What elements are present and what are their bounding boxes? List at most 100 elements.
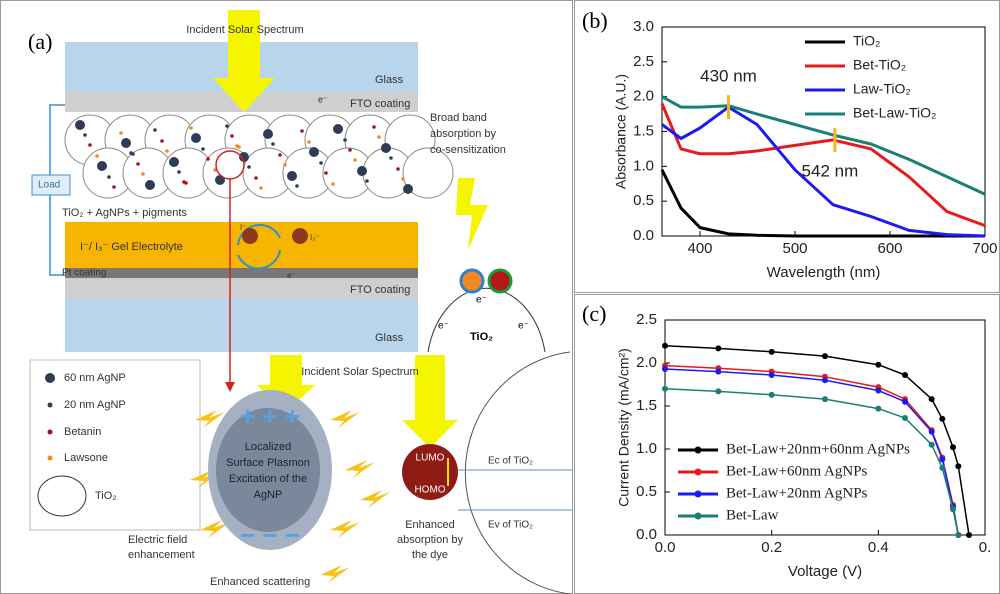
legend-label: Bet-Law — [726, 507, 779, 523]
point — [950, 444, 956, 451]
chart: (c) 0.0 0.5 1.0 1.5 2.0 2.5 0.0 0.2 0.4 0. Voltage … — [582, 301, 991, 580]
x-tick-label: 600 — [877, 240, 902, 257]
lightning-group — [190, 410, 390, 583]
charge: + + + — [240, 401, 300, 431]
legend-marker — [47, 429, 53, 435]
point — [822, 377, 828, 384]
label: Glass — [375, 332, 404, 344]
label: enhancement — [128, 549, 195, 561]
label: e⁻ — [287, 271, 296, 280]
nanoparticle — [283, 163, 287, 167]
point — [939, 464, 946, 471]
y-tick-label: 2.0 — [636, 354, 657, 371]
y-axis-label: Current Density (mA/cm²) — [616, 348, 632, 507]
load-box — [31, 174, 71, 196]
nanoparticle — [225, 124, 229, 128]
nanoparticle — [165, 149, 169, 153]
point — [768, 372, 775, 379]
nanoparticle — [307, 140, 311, 144]
nanoparticle — [396, 167, 400, 171]
nanoparticle — [247, 165, 251, 169]
label: LUMO — [416, 453, 445, 464]
nanoparticle — [403, 184, 413, 194]
nanoparticle — [324, 171, 328, 175]
nanoparticle — [254, 176, 258, 180]
x-axis-label: Wavelength (nm) — [767, 264, 881, 281]
nanoparticle — [353, 158, 357, 162]
label: FTO coating — [350, 98, 410, 110]
label: Excitation of the — [229, 473, 307, 485]
legend-marker — [47, 455, 53, 461]
point — [955, 463, 962, 470]
label: I⁻/ I₃⁻ Gel Electrolyte — [80, 241, 183, 253]
point — [928, 396, 935, 403]
lightning — [195, 410, 225, 428]
label: TiO₂ — [470, 331, 493, 343]
label: the dye — [412, 549, 448, 561]
label: co-sensitization — [430, 144, 506, 156]
nanoparticle — [141, 172, 145, 176]
legend-swatch — [694, 490, 702, 498]
panel-label: (b) — [582, 8, 608, 33]
nanoparticle — [300, 129, 304, 133]
legend-label: TiO₂ — [853, 33, 880, 49]
ion — [242, 228, 258, 244]
legend-label: Law-TiO₂ — [853, 81, 911, 97]
label: I₃⁻ — [310, 233, 320, 242]
nanoparticle — [372, 125, 376, 129]
dye-molecule — [402, 444, 458, 500]
label: Electric field — [128, 534, 187, 546]
panel-label: (c) — [582, 301, 606, 326]
series-line — [660, 103, 986, 228]
nanoparticle — [95, 154, 99, 158]
agnp-core — [216, 408, 320, 532]
nanoparticle — [377, 135, 381, 139]
pt — [65, 268, 418, 278]
legend-label: Bet-Law+60nm AgNPs — [726, 463, 868, 479]
y-tick-label: 1.0 — [633, 157, 654, 174]
series-line — [661, 95, 986, 196]
redox-cycle — [237, 224, 281, 270]
nanoparticle — [136, 162, 140, 166]
nanoparticle — [263, 129, 273, 139]
nanoparticle — [206, 157, 210, 161]
label: Lawsone — [64, 452, 108, 464]
y-tick-label: 0.0 — [636, 526, 657, 543]
series-line — [661, 105, 986, 238]
label: AgNP — [254, 489, 283, 501]
point — [966, 532, 972, 538]
point — [902, 398, 908, 405]
nanoparticle — [259, 186, 263, 190]
series-line — [660, 169, 985, 238]
nanoparticle — [401, 177, 405, 181]
nanoparticle — [97, 161, 107, 171]
nanoparticle — [271, 142, 275, 146]
y-axis-label: Absorbance (A.U.) — [613, 74, 629, 189]
nanoparticle — [215, 175, 225, 185]
y-tick-label: 2.5 — [633, 53, 654, 70]
legend-marker — [45, 373, 55, 383]
x-tick-label: 0. — [979, 539, 992, 556]
dye — [487, 268, 513, 294]
nanoparticle — [309, 147, 319, 157]
x-tick-label: 700 — [972, 240, 997, 257]
light-arrow — [213, 10, 275, 112]
label: I⁻ — [240, 223, 246, 232]
y-tick-label: 2.5 — [636, 311, 657, 328]
point — [939, 456, 946, 463]
lightning — [330, 520, 360, 538]
point — [875, 387, 882, 394]
lightning — [360, 490, 390, 508]
legend-marker — [37, 475, 87, 517]
legend-marker — [47, 402, 53, 408]
label: Load — [38, 180, 60, 191]
x-tick-label: 0.4 — [868, 539, 889, 556]
nanoparticle — [121, 138, 131, 148]
label: e⁻ — [518, 321, 529, 332]
label: TiO₂ — [95, 490, 117, 502]
charge: − − − — [240, 520, 300, 550]
nanoparticle — [88, 143, 92, 147]
label: FTO coating — [350, 284, 410, 296]
label: HOMO — [414, 485, 445, 496]
